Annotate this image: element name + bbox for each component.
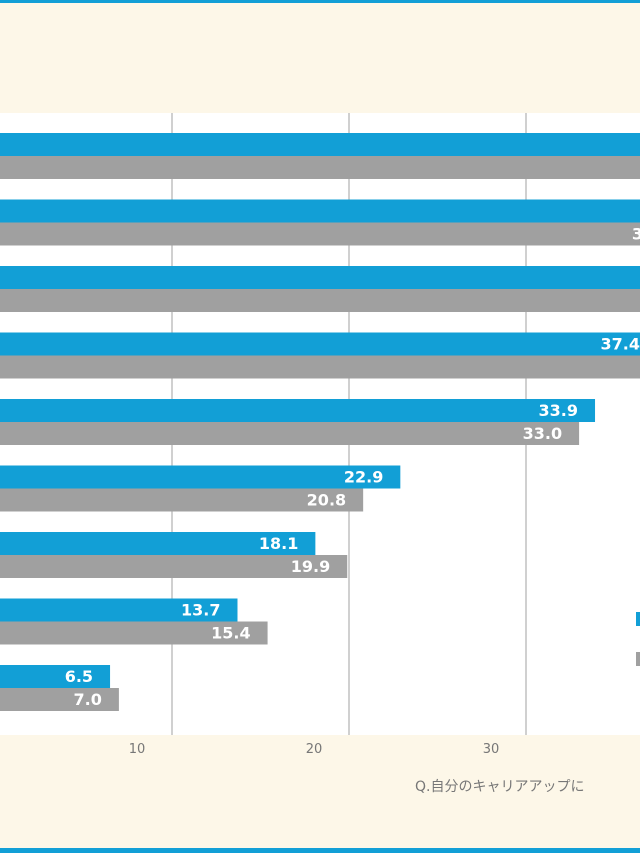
bar-value-label: 15.4 [211,624,250,643]
x-tick-label: 20 [306,742,323,757]
bar [0,156,640,179]
bar-value-label: 38 [632,225,640,244]
bar-value-label: 20.8 [307,491,346,510]
x-tick-label: 30 [483,742,500,757]
bar [0,621,268,645]
legend-swatch-series-2 [636,652,640,666]
bar-value-label: 13.7 [181,601,220,620]
bottom-border [0,848,640,853]
bar [0,532,316,555]
bar [0,555,348,578]
x-tick-label: 10 [129,742,146,757]
legend-swatch-series-1 [636,612,640,626]
plot-area: 38 37.4 33.9 33.0 22.9 20.8 18.1 19.9 13.7 15.4 6.… [0,113,640,735]
bar [0,266,640,289]
question-caption: Q.自分のキャリアアップに [415,779,585,795]
bar [0,688,119,711]
top-border [0,0,640,3]
bar [0,488,364,512]
bar [0,665,111,688]
bar-value-label: 37.4 [600,335,639,354]
bar [0,289,640,312]
bar-value-label: 22.9 [344,468,383,487]
x-axis: 10 20 30 [129,742,500,757]
bar [0,199,640,223]
bar-chart: 38 37.4 33.9 33.0 22.9 20.8 18.1 19.9 13.7 15.4 6.… [0,113,640,735]
bar [0,399,596,422]
bar [0,222,640,246]
bar-value-label: 33.0 [523,424,562,443]
bar [0,355,640,379]
bar [0,422,580,445]
bar-value-label: 6.5 [65,667,93,686]
bar-value-label: 33.9 [539,401,578,420]
bar [0,332,640,356]
bar [0,465,401,489]
bar [0,133,640,156]
bar-value-label: 19.9 [291,557,330,576]
bar [0,598,238,622]
bar-value-label: 7.0 [74,690,102,709]
bar-value-label: 18.1 [259,534,298,553]
